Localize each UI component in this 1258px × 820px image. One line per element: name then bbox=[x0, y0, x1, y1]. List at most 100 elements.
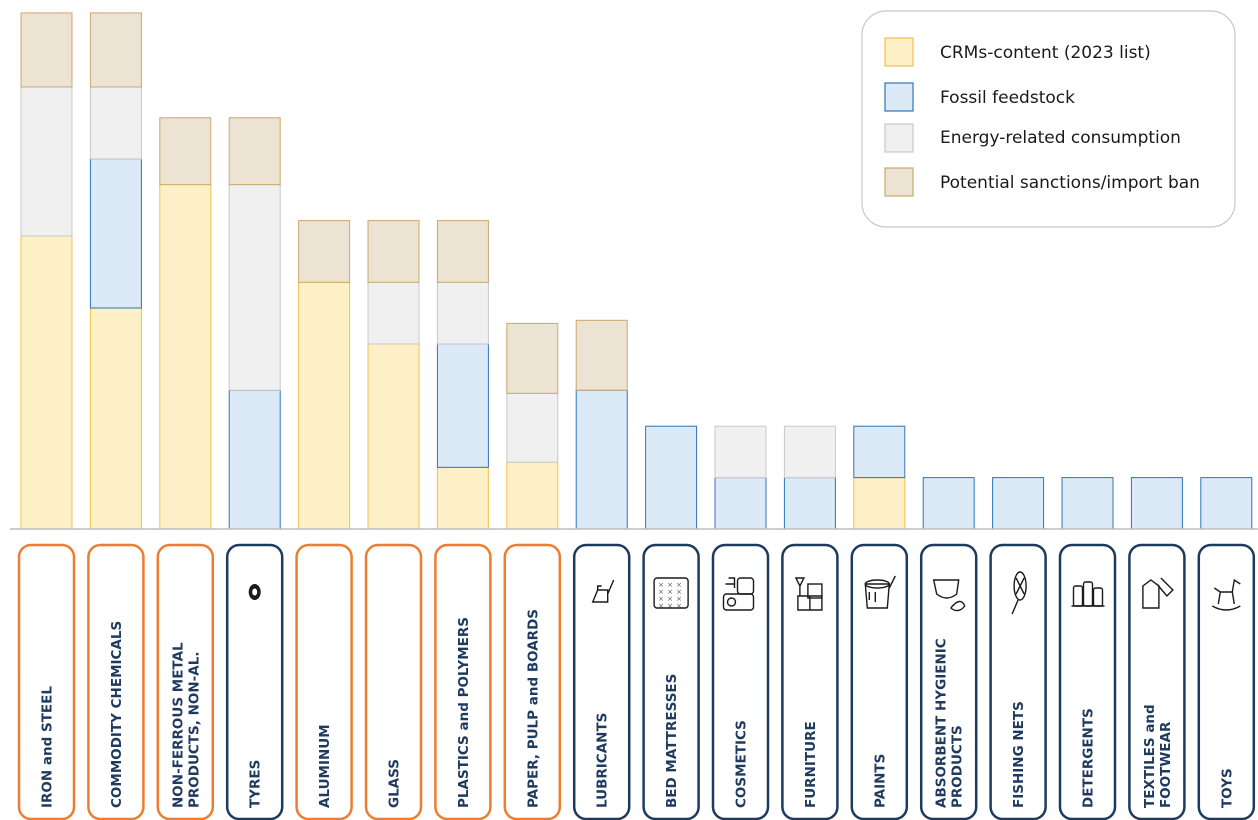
bar-segment-fossil-plastics-and-polymers bbox=[436, 343, 489, 468]
bar-furniture bbox=[783, 425, 836, 530]
bar-segment-sanctions-lubricants bbox=[575, 319, 628, 391]
bar-segment-crm-plastics-and-polymers bbox=[436, 466, 489, 530]
category-label-tyres: TYRES bbox=[248, 760, 264, 808]
category-label-bed-mattresses: BED MATTRESSES bbox=[664, 674, 680, 808]
svg-text:×: × bbox=[658, 581, 664, 589]
category-box-tyres: TYRES bbox=[225, 543, 284, 820]
category-box-fishing-nets: FISHING NETS bbox=[989, 543, 1047, 820]
bar-non-ferrous-metal-products-non-al bbox=[159, 117, 212, 530]
legend-item-fossil: Fossil feedstock bbox=[884, 82, 1075, 112]
category-box-toys: TOYS bbox=[1197, 543, 1256, 820]
category-frame bbox=[1128, 543, 1186, 820]
bar-cosmetics bbox=[714, 425, 767, 530]
bar-segment-fossil-textiles-and-footwear bbox=[1130, 477, 1183, 530]
category-label-textiles-and-footwear: TEXTILES andFOOTWEAR bbox=[1142, 704, 1174, 808]
category-box-textiles-and-footwear: TEXTILES andFOOTWEAR bbox=[1128, 543, 1186, 820]
bar-segment-fossil-furniture bbox=[783, 477, 836, 530]
category-frame bbox=[87, 543, 145, 820]
category-label-iron-and-steel: IRON and STEEL bbox=[40, 686, 56, 808]
bar-segment-sanctions-iron-and-steel bbox=[20, 12, 73, 88]
category-label-paper-pulp-and-boards: PAPER, PULP and BOARDS bbox=[525, 609, 541, 808]
bar-segment-energy-tyres bbox=[228, 184, 281, 391]
bar-segment-energy-plastics-and-polymers bbox=[436, 281, 489, 345]
bar-textiles-and-footwear bbox=[1130, 477, 1183, 530]
bar-segment-fossil-tyres bbox=[228, 389, 281, 530]
bar-segment-fossil-bed-mattresses bbox=[645, 425, 698, 530]
category-box-detergents: DETERGENTS bbox=[1058, 543, 1117, 820]
legend-item-crm: CRMs-content (2023 list) bbox=[884, 37, 1151, 67]
category-label-detergents: DETERGENTS bbox=[1081, 708, 1097, 808]
bar-aluminum bbox=[298, 220, 351, 530]
category-frame bbox=[1058, 543, 1117, 820]
category-label-toys: TOYS bbox=[1219, 768, 1235, 808]
bar-segment-energy-furniture bbox=[783, 425, 836, 479]
bar-segment-crm-paints bbox=[853, 477, 906, 530]
category-frame bbox=[295, 543, 353, 820]
category-frame bbox=[156, 543, 215, 820]
category-frame bbox=[1197, 543, 1256, 820]
legend-swatch-crm bbox=[884, 37, 914, 67]
category-frame bbox=[919, 543, 978, 820]
svg-text:×: × bbox=[667, 595, 673, 603]
svg-text:×: × bbox=[676, 595, 682, 603]
category-box-aluminum: ALUMINUM bbox=[295, 543, 353, 820]
bar-segment-energy-commodity-chemicals bbox=[89, 86, 142, 160]
bar-iron-and-steel bbox=[20, 12, 73, 530]
category-frame bbox=[434, 543, 492, 820]
legend-label-energy: Energy-related consumption bbox=[940, 128, 1181, 148]
detergent-bottles-icon bbox=[1071, 581, 1105, 607]
legend-box bbox=[861, 10, 1236, 228]
svg-text:×: × bbox=[676, 581, 682, 589]
bar-segment-sanctions-plastics-and-polymers bbox=[436, 220, 489, 283]
bar-segment-crm-paper-pulp-and-boards bbox=[506, 461, 559, 530]
bar-segment-sanctions-glass bbox=[367, 220, 420, 283]
legend: CRMs-content (2023 list) Fossil feedstoc… bbox=[861, 10, 1236, 228]
svg-text:×: × bbox=[676, 602, 682, 610]
bar-segment-energy-glass bbox=[367, 281, 420, 345]
furniture-icon bbox=[794, 577, 823, 611]
bar-tyres bbox=[228, 117, 281, 530]
category-box-non-ferrous-metal-products-non-al: NON-FERROUS METALPRODUCTS, NON-AL. bbox=[156, 543, 215, 820]
category-box-paper-pulp-and-boards: PAPER, PULP and BOARDS bbox=[503, 543, 562, 820]
category-box-lubricants: LUBRICANTS bbox=[572, 543, 631, 820]
bar-segment-crm-non-ferrous-metal-products-non-al bbox=[159, 184, 212, 530]
category-frame bbox=[642, 543, 700, 820]
bar-detergents bbox=[1061, 477, 1114, 530]
bar-segment-sanctions-tyres bbox=[228, 117, 281, 186]
category-frame bbox=[17, 543, 76, 820]
category-box-paints: PAINTS bbox=[850, 543, 909, 820]
bar-segment-fossil-detergents bbox=[1061, 477, 1114, 530]
bar-segment-crm-glass bbox=[367, 343, 420, 530]
category-label-absorbent-hygienic-products: ABSORBENT HYGIENICPRODUCTS bbox=[934, 638, 966, 808]
bar-segment-energy-paper-pulp-and-boards bbox=[506, 392, 559, 463]
category-label-glass: GLASS bbox=[387, 759, 403, 808]
category-box-cosmetics: COSMETICS bbox=[711, 543, 770, 820]
bar-bed-mattresses bbox=[645, 425, 698, 530]
bar-fishing-nets bbox=[992, 477, 1045, 530]
bar-segment-fossil-absorbent-hygienic-products bbox=[922, 477, 975, 530]
bar-segment-sanctions-paper-pulp-and-boards bbox=[506, 322, 559, 394]
bar-segment-energy-iron-and-steel bbox=[20, 86, 73, 237]
category-boxes-layer: IRON and STEEL COMMODITY CHEMICALS NON-FER… bbox=[17, 543, 1256, 820]
bar-paints bbox=[853, 425, 906, 530]
bar-segment-sanctions-commodity-chemicals bbox=[89, 12, 142, 88]
category-box-bed-mattresses: × × ×× × ×× × ×× × ×BED MATTRESSES bbox=[642, 543, 700, 820]
rocking-horse-icon bbox=[1211, 578, 1241, 611]
category-box-plastics-and-polymers: PLASTICS and POLYMERS bbox=[434, 543, 492, 820]
svg-text:×: × bbox=[658, 588, 664, 596]
category-label-non-ferrous-metal-products-non-al: NON-FERROUS METALPRODUCTS, NON-AL. bbox=[170, 642, 202, 808]
bar-absorbent-hygienic-products bbox=[922, 477, 975, 530]
svg-text:×: × bbox=[658, 595, 664, 603]
bar-segment-sanctions-non-ferrous-metal-products-non-al bbox=[159, 117, 212, 186]
bar-segment-fossil-paints bbox=[853, 425, 906, 479]
tyre-icon bbox=[248, 584, 261, 600]
category-box-commodity-chemicals: COMMODITY CHEMICALS bbox=[87, 543, 145, 820]
bar-plastics-and-polymers bbox=[436, 220, 489, 530]
bar-toys bbox=[1200, 477, 1253, 530]
category-label-fishing-nets: FISHING NETS bbox=[1011, 701, 1027, 808]
category-label-aluminum: ALUMINUM bbox=[317, 724, 333, 808]
bar-segment-crm-iron-and-steel bbox=[20, 235, 73, 530]
svg-text:×: × bbox=[667, 581, 673, 589]
legend-label-sanctions: Potential sanctions/import ban bbox=[940, 173, 1200, 193]
category-box-glass: GLASS bbox=[364, 543, 423, 820]
